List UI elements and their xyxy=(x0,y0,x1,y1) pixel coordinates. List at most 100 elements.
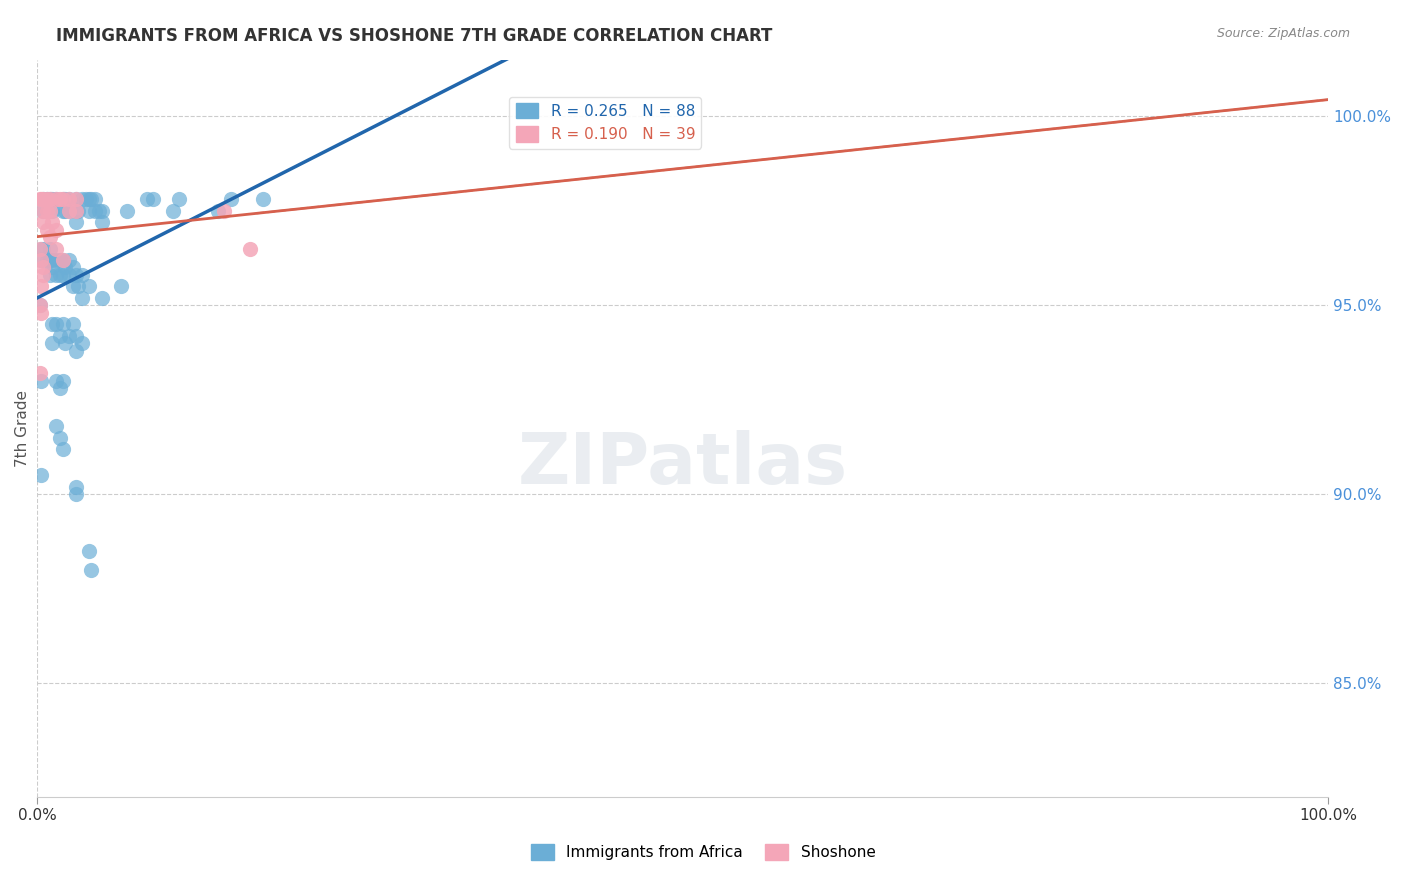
Point xyxy=(65,343,87,358)
Point xyxy=(252,193,274,207)
Point xyxy=(45,193,67,207)
Point xyxy=(90,215,112,229)
Point xyxy=(52,268,75,282)
Point xyxy=(41,260,63,275)
Point xyxy=(49,328,72,343)
Point xyxy=(212,203,235,218)
Point xyxy=(70,193,93,207)
Point xyxy=(52,317,75,331)
Point xyxy=(49,252,72,267)
Point xyxy=(49,381,72,395)
Point xyxy=(167,193,190,207)
Point xyxy=(65,193,87,207)
Point xyxy=(62,279,84,293)
Point xyxy=(70,268,93,282)
Point xyxy=(28,298,51,312)
Point xyxy=(52,374,75,388)
Point xyxy=(117,203,139,218)
Point xyxy=(37,193,59,207)
Point xyxy=(32,215,55,229)
Point xyxy=(62,260,84,275)
Point xyxy=(30,468,52,483)
Point xyxy=(65,487,87,501)
Point xyxy=(45,374,67,388)
Point xyxy=(49,431,72,445)
Point xyxy=(58,328,80,343)
Point xyxy=(65,328,87,343)
Point xyxy=(67,279,90,293)
Text: Source: ZipAtlas.com: Source: ZipAtlas.com xyxy=(1216,27,1350,40)
Point xyxy=(37,223,59,237)
Point xyxy=(49,268,72,282)
Point xyxy=(53,193,76,207)
Point xyxy=(53,260,76,275)
Point xyxy=(65,215,87,229)
Point xyxy=(77,203,100,218)
Point xyxy=(58,193,80,207)
Legend: Immigrants from Africa, Shoshone: Immigrants from Africa, Shoshone xyxy=(524,838,882,866)
Point xyxy=(32,203,55,218)
Point xyxy=(28,298,51,312)
Point xyxy=(30,374,52,388)
Point xyxy=(52,252,75,267)
Point xyxy=(84,193,107,207)
Point xyxy=(38,242,60,256)
Point xyxy=(142,193,165,207)
Point xyxy=(38,230,60,244)
Point xyxy=(67,203,90,218)
Point xyxy=(32,242,55,256)
Point xyxy=(70,336,93,351)
Point xyxy=(37,203,59,218)
Legend: R = 0.265   N = 88, R = 0.190   N = 39: R = 0.265 N = 88, R = 0.190 N = 39 xyxy=(509,96,702,149)
Point xyxy=(28,193,51,207)
Point xyxy=(110,279,132,293)
Point xyxy=(45,317,67,331)
Point xyxy=(45,223,67,237)
Point xyxy=(30,252,52,267)
Text: IMMIGRANTS FROM AFRICA VS SHOSHONE 7TH GRADE CORRELATION CHART: IMMIGRANTS FROM AFRICA VS SHOSHONE 7TH G… xyxy=(56,27,773,45)
Point xyxy=(45,193,67,207)
Point xyxy=(37,193,59,207)
Point xyxy=(162,203,184,218)
Point xyxy=(38,268,60,282)
Point xyxy=(52,193,75,207)
Point xyxy=(58,203,80,218)
Point xyxy=(80,563,103,577)
Point xyxy=(58,252,80,267)
Point xyxy=(49,193,72,207)
Point xyxy=(58,203,80,218)
Point xyxy=(52,252,75,267)
Point xyxy=(32,193,55,207)
Point xyxy=(135,193,157,207)
Point xyxy=(41,193,63,207)
Point xyxy=(58,193,80,207)
Point xyxy=(38,193,60,207)
Point xyxy=(30,279,52,293)
Point xyxy=(38,252,60,267)
Point xyxy=(65,203,87,218)
Point xyxy=(32,193,55,207)
Point xyxy=(45,419,67,434)
Point xyxy=(70,291,93,305)
Point xyxy=(30,242,52,256)
Point xyxy=(32,203,55,218)
Point xyxy=(52,442,75,456)
Point xyxy=(41,252,63,267)
Point xyxy=(58,268,80,282)
Point xyxy=(30,193,52,207)
Point xyxy=(28,242,51,256)
Point xyxy=(65,203,87,218)
Point xyxy=(32,260,55,275)
Point xyxy=(77,279,100,293)
Point xyxy=(53,203,76,218)
Text: ZIPatlas: ZIPatlas xyxy=(517,431,848,500)
Point xyxy=(41,215,63,229)
Point xyxy=(28,367,51,381)
Point xyxy=(53,336,76,351)
Point xyxy=(41,203,63,218)
Point xyxy=(37,252,59,267)
Point xyxy=(77,544,100,558)
Point xyxy=(30,306,52,320)
Point xyxy=(38,203,60,218)
Point xyxy=(80,193,103,207)
